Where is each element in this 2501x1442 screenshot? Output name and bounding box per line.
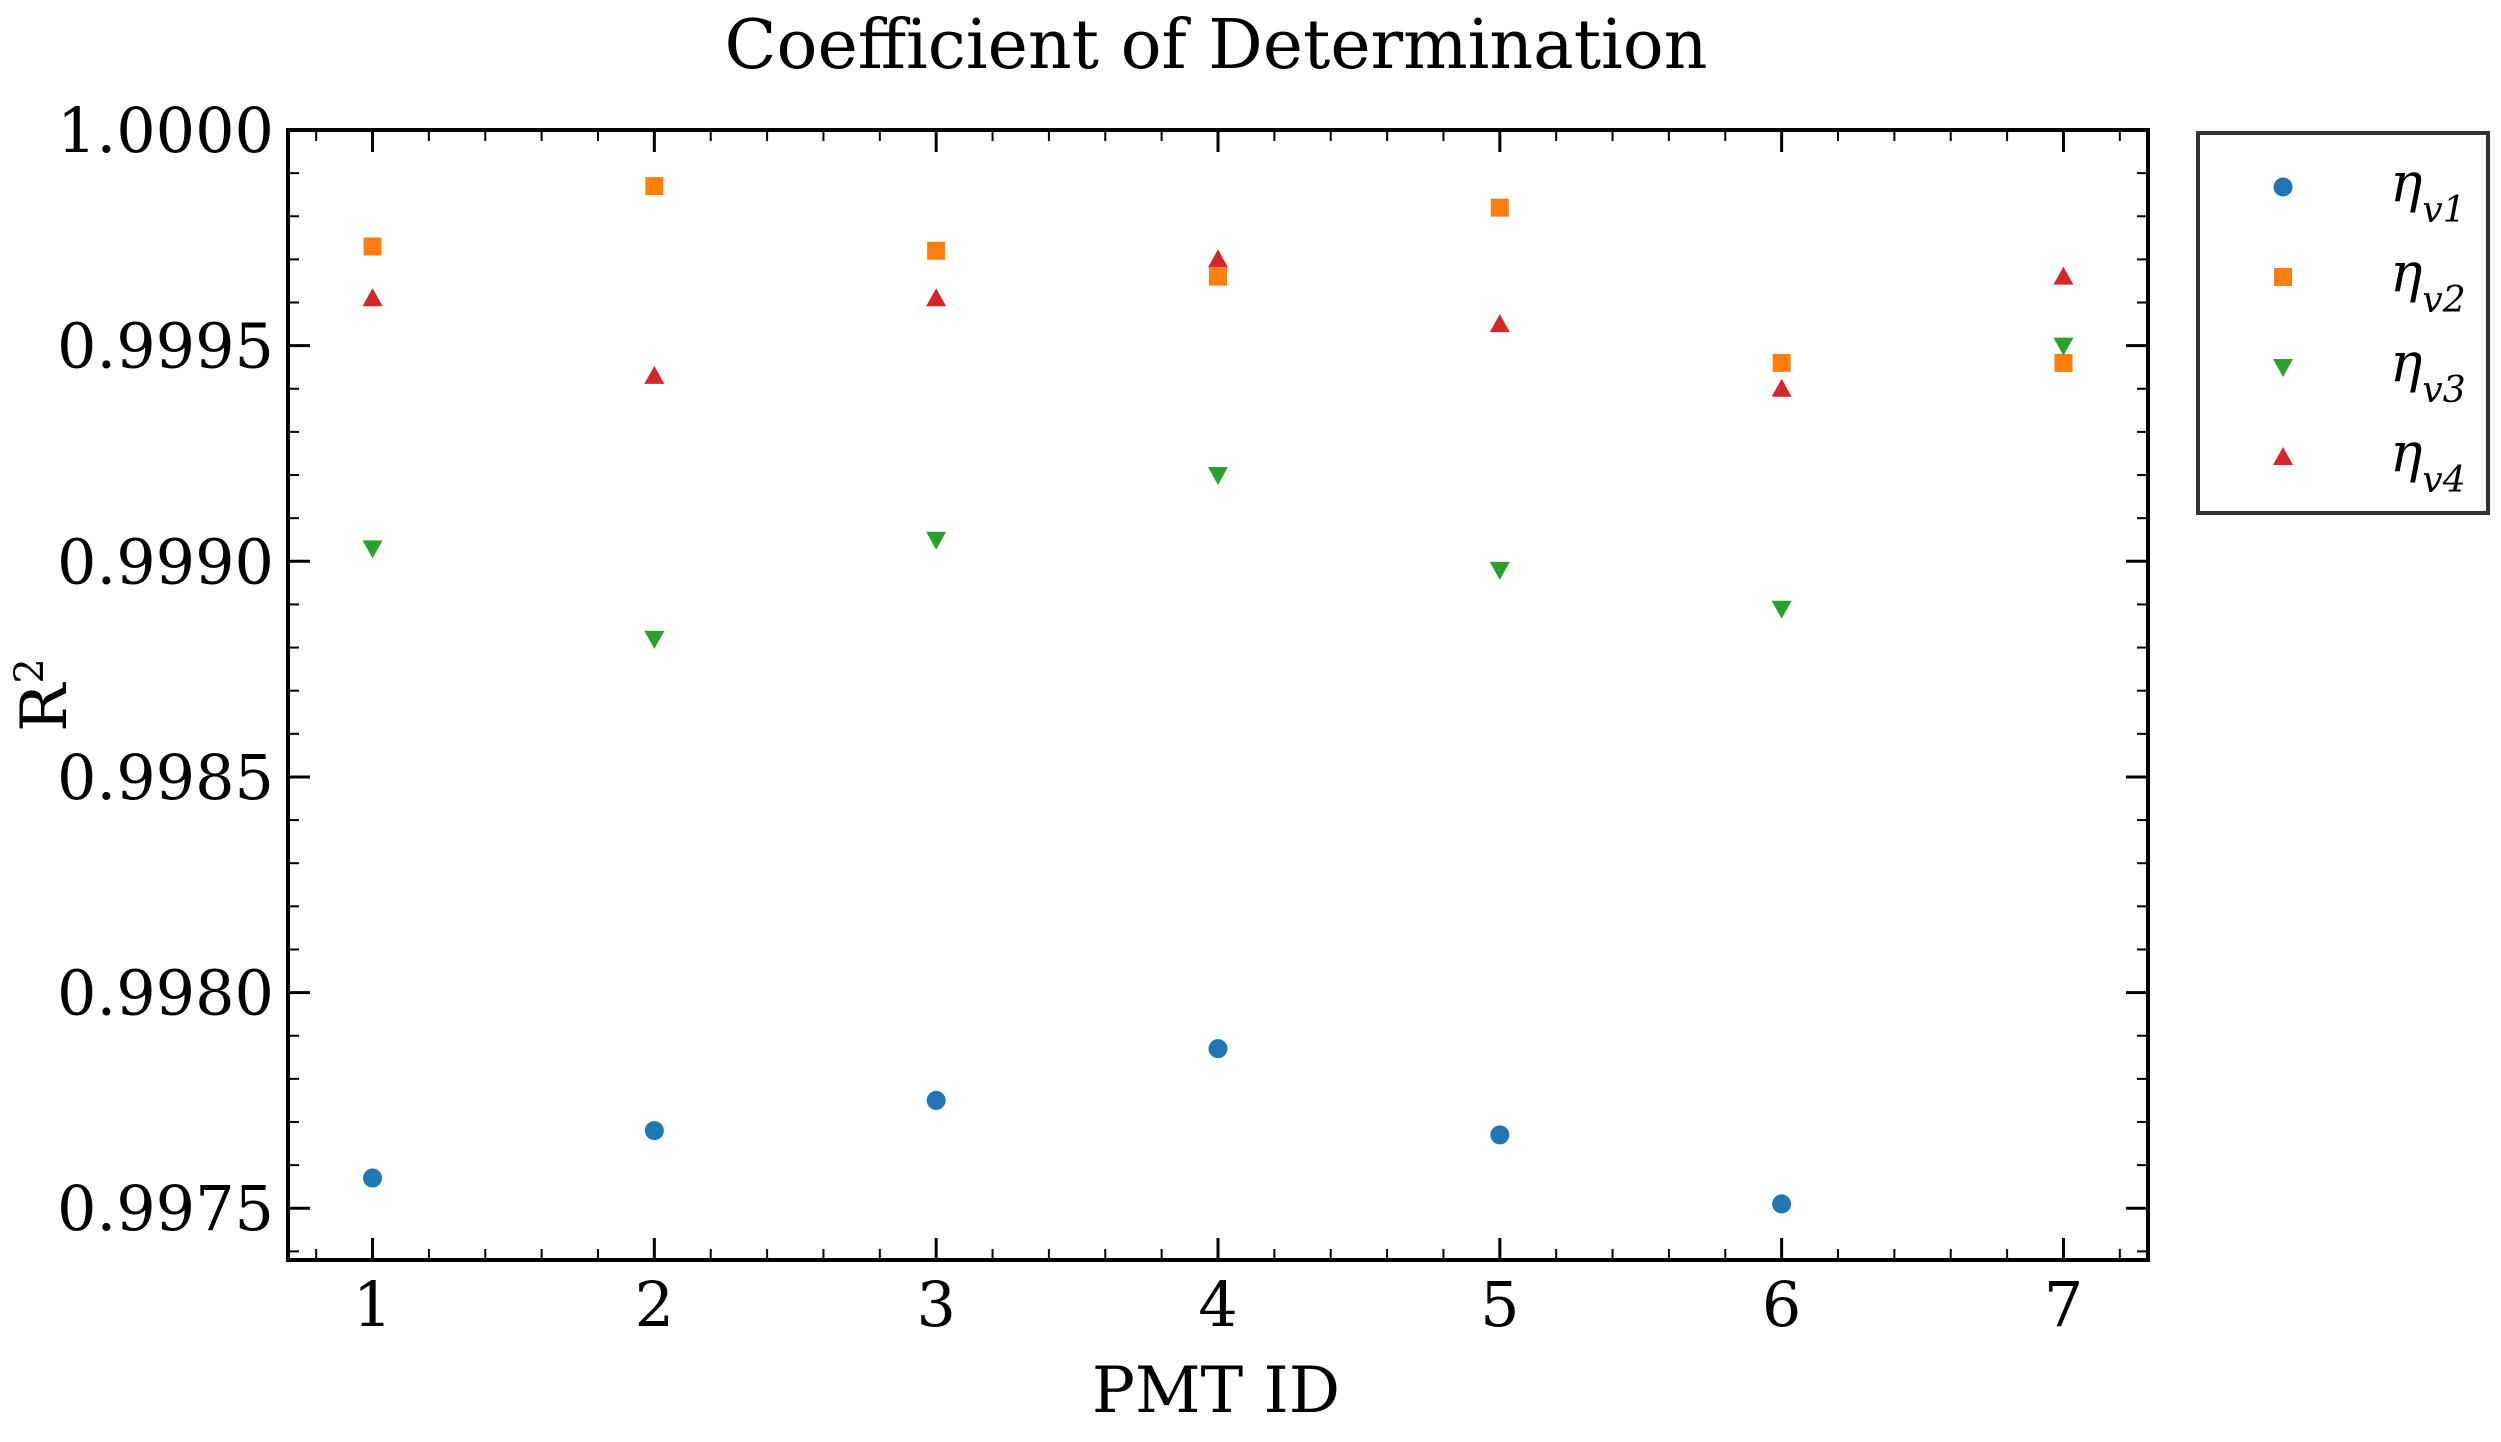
legend-label-subscript: v4: [2422, 460, 2465, 501]
y-tick-label: 0.9985: [57, 741, 274, 814]
data-point: [644, 1121, 664, 1141]
data-point: [1490, 198, 1509, 217]
legend-label-subscript: v3: [2422, 370, 2465, 411]
legend-label: ηv4: [2390, 421, 2466, 501]
x-tick-label: 4: [1198, 1268, 1237, 1341]
data-point: [363, 237, 382, 256]
data-point: [2053, 337, 2074, 356]
x-tick-label: 1: [353, 1268, 392, 1341]
data-point: [644, 365, 665, 384]
legend-label-subscript: v2: [2422, 280, 2465, 321]
legend-entry-v2: ηv2: [2274, 241, 2466, 321]
data-point: [926, 288, 947, 307]
data-point: [362, 540, 383, 559]
x-tick-label: 3: [916, 1268, 955, 1341]
series-v4: [362, 249, 2074, 397]
legend-label: ηv1: [2390, 151, 2466, 231]
series-v3: [362, 337, 2074, 649]
data-point: [1208, 249, 1228, 268]
legend-label-symbol: η: [2390, 421, 2422, 484]
data-point: [1771, 378, 1792, 397]
data-point: [644, 630, 665, 649]
data-point: [1771, 600, 1792, 619]
y-tick-label: 0.9980: [57, 957, 274, 1030]
data-point: [927, 241, 946, 260]
legend-label-symbol: η: [2390, 151, 2422, 214]
data-point: [1208, 1039, 1228, 1059]
data-point: [1772, 1194, 1792, 1214]
series-v2: [363, 177, 2073, 372]
y-axis-label: R2: [7, 658, 82, 732]
data-point: [645, 177, 664, 196]
data-point: [1208, 467, 1228, 486]
data-point: [2053, 266, 2074, 285]
y-tick-label: 0.9995: [57, 310, 274, 383]
data-point: [926, 1090, 946, 1110]
x-tick-label: 6: [1762, 1268, 1801, 1341]
x-tick-label: 2: [635, 1268, 674, 1341]
data-point: [363, 1168, 383, 1188]
x-tick-label: 7: [2044, 1268, 2083, 1341]
data-point: [362, 288, 383, 307]
legend-entry-v4: ηv4: [2273, 421, 2466, 501]
legend-entry-v3: ηv3: [2273, 331, 2466, 411]
y-axis-label-superscript: 2: [7, 658, 53, 683]
data-point: [1490, 1125, 1510, 1145]
legend-marker: [2273, 359, 2293, 377]
data-point: [1489, 314, 1510, 333]
chart-title: Coefficient of Determination: [724, 6, 1707, 85]
data-point: [2054, 353, 2073, 372]
legend-entry-v1: ηv1: [2273, 151, 2466, 231]
legend-marker: [2273, 447, 2293, 465]
legend-marker: [2273, 177, 2293, 197]
y-tick-label: 1.0000: [57, 94, 274, 167]
legend-label: ηv2: [2390, 241, 2466, 321]
legend-label-symbol: η: [2390, 241, 2422, 304]
y-tick-label: 0.9975: [57, 1172, 274, 1245]
x-axis-label: PMT ID: [1092, 1354, 1340, 1428]
legend-frame: [2196, 131, 2490, 515]
plot-area: 1 2 3 4 5 6 7 0.9975 0.9980 0.9985 0.9990 0.9995 1.0…: [57, 94, 2148, 1341]
data-point: [1209, 267, 1227, 286]
legend-marker: [2274, 268, 2292, 286]
legend-label: ηv3: [2390, 331, 2466, 411]
data-point: [1489, 561, 1510, 580]
plot-frame: [286, 128, 2150, 1262]
x-tick-label: 5: [1480, 1268, 1519, 1341]
series-v1: [363, 1039, 1792, 1214]
data-point: [1772, 353, 1791, 372]
y-axis-label-base: R: [8, 682, 82, 732]
y-tick-label: 0.9990: [57, 525, 274, 598]
legend-label-subscript: v1: [2422, 190, 2465, 231]
data-point: [926, 531, 947, 550]
legend-label-symbol: η: [2390, 331, 2422, 394]
